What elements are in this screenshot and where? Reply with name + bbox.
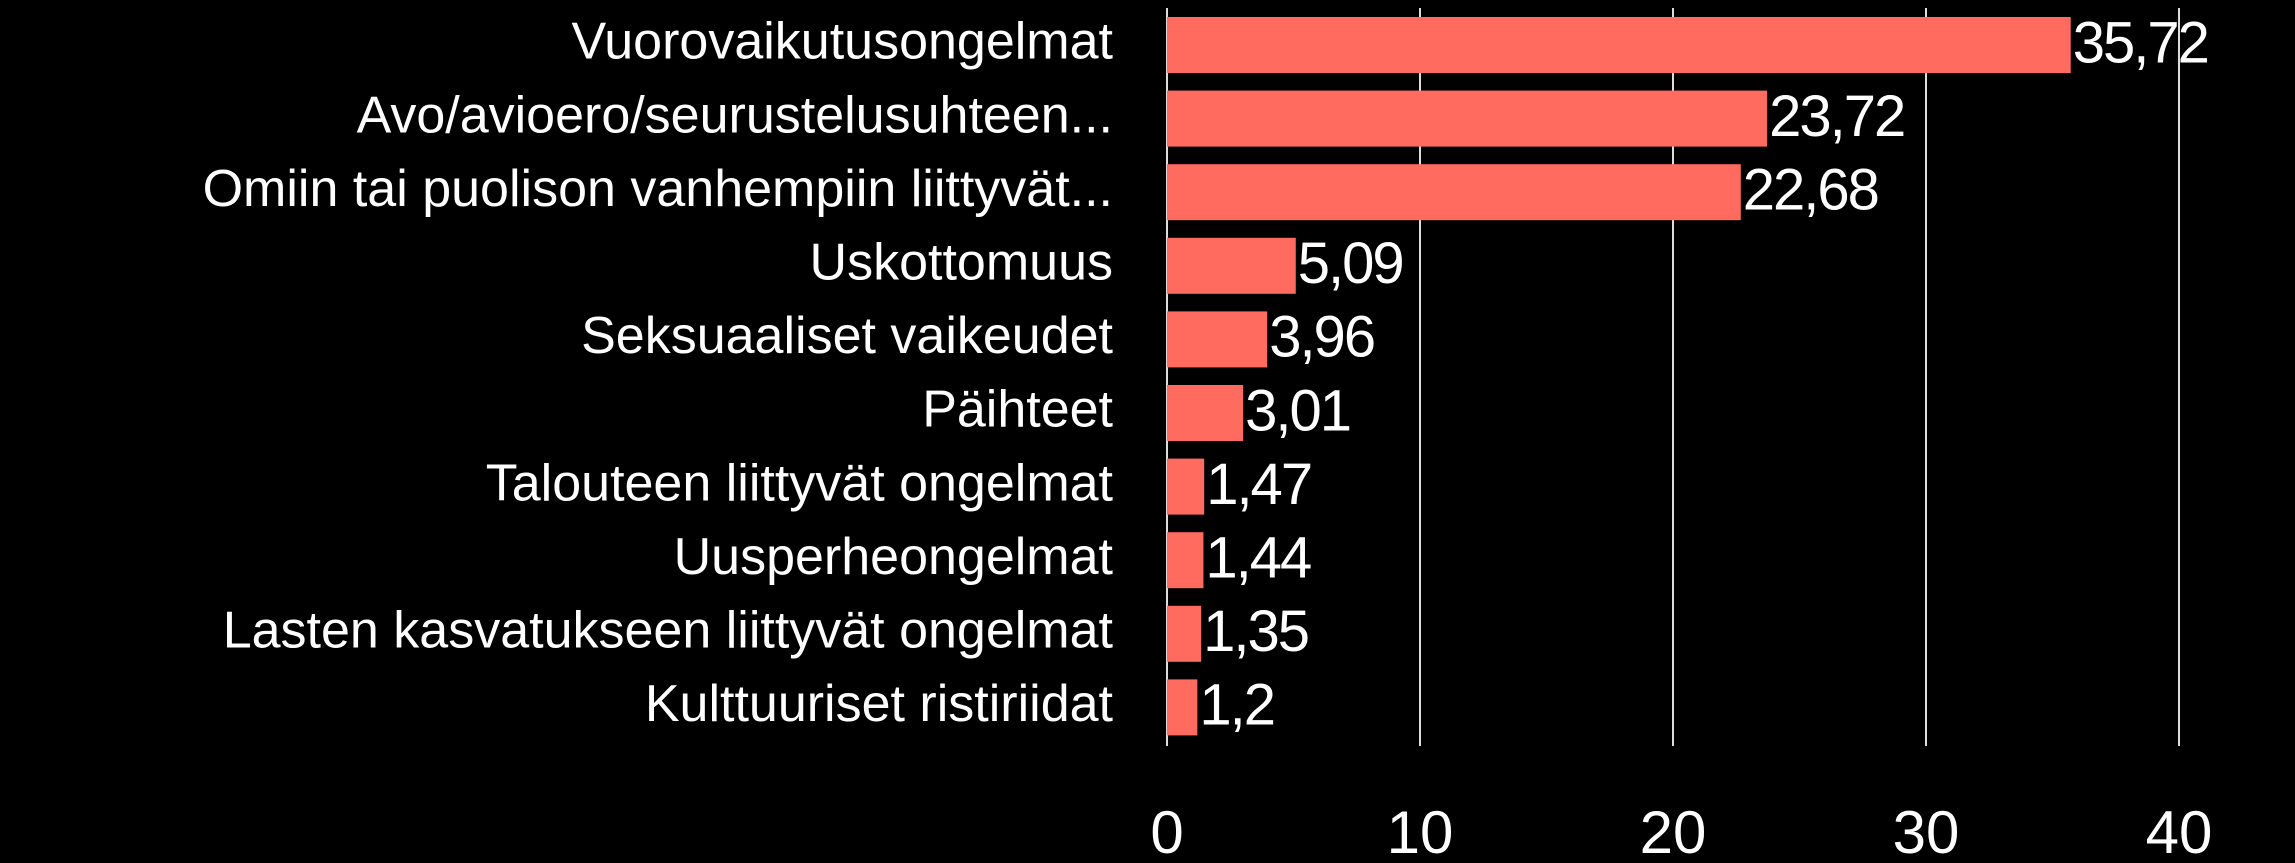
y-tick-label: Lasten kasvatukseen liittyvät ongelmat — [223, 602, 1114, 660]
y-tick-label: Seksuaaliset vaikeudet — [581, 307, 1113, 365]
value-label: 1,44 — [1205, 526, 1311, 591]
value-label: 35,72 — [2073, 10, 2208, 75]
y-tick-label: Uskottomuus — [810, 234, 1113, 292]
bar — [1167, 532, 1204, 589]
x-tick-label: 0 — [1150, 799, 1183, 863]
bar — [1167, 605, 1202, 662]
value-label: 3,96 — [1269, 305, 1374, 370]
bar — [1167, 164, 1741, 221]
bar — [1167, 311, 1268, 368]
bar — [1167, 17, 2071, 73]
value-label: 3,01 — [1245, 378, 1350, 443]
value-label: 22,68 — [1743, 158, 1878, 223]
y-tick-label: Päihteet — [922, 381, 1113, 439]
x-tick-label: 40 — [2146, 799, 2213, 863]
bar — [1167, 679, 1198, 736]
value-label: 1,47 — [1206, 452, 1311, 517]
value-label: 1,2 — [1199, 673, 1274, 738]
y-tick-label: Kulttuuriset ristiriidat — [645, 675, 1114, 733]
y-tick-label: Talouteen liittyvät ongelmat — [486, 454, 1114, 512]
x-tick-label: 20 — [1640, 799, 1707, 863]
value-label: 1,35 — [1203, 599, 1308, 664]
x-tick-label: 10 — [1387, 799, 1454, 863]
y-tick-label: Avo/avioero/seurustelusuhteen... — [357, 86, 1113, 144]
y-tick-label: Omiin tai puolison vanhempiin liittyvät.… — [203, 160, 1113, 218]
x-tick-label: 30 — [1893, 799, 1960, 863]
bar — [1167, 385, 1244, 441]
value-label: 5,09 — [1298, 231, 1403, 296]
y-tick-label: Uusperheongelmat — [674, 528, 1114, 586]
bar — [1167, 90, 1768, 147]
y-tick-label: Vuorovaikutusongelmat — [571, 13, 1113, 71]
bar — [1167, 237, 1296, 294]
bar — [1167, 458, 1205, 515]
value-label: 23,72 — [1769, 84, 1904, 149]
